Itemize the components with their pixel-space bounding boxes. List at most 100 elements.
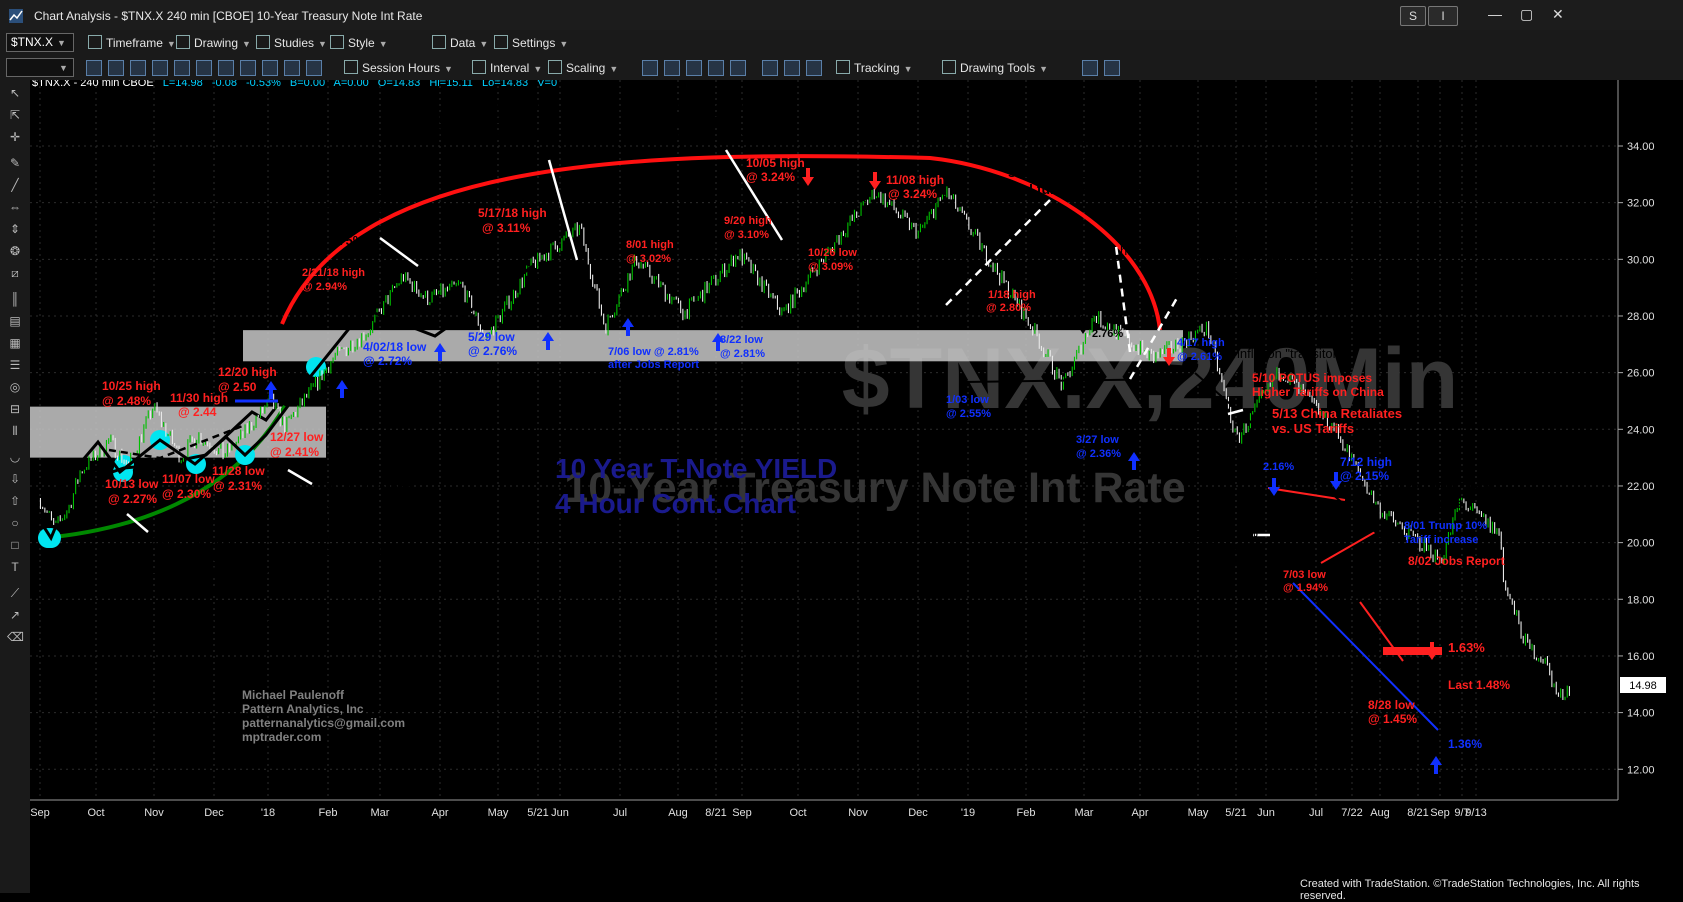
annotation-99: @ 1.45% <box>1368 712 1417 726</box>
price-chart[interactable]: $TNX.X,240Min 10-Year Treasury Note Int … <box>30 80 1683 878</box>
ellipse-icon[interactable]: ○ <box>11 516 19 530</box>
save-icon[interactable] <box>306 60 322 76</box>
detach-icon[interactable] <box>284 60 300 76</box>
text-tool-icon[interactable]: T <box>11 560 19 574</box>
new-window-icon[interactable] <box>1082 60 1098 76</box>
x-tick-label-24: Jun <box>1257 807 1275 819</box>
x-tick-label-26: 7/22 <box>1341 807 1362 819</box>
annotation-65: More Dovish than expected <box>1185 267 1367 283</box>
annotation-91: 6/19 low @ 2.02% <box>1167 528 1258 540</box>
annotation-6: 10/25 high <box>102 379 161 393</box>
arrow-tool-icon[interactable]: ↗ <box>9 608 21 622</box>
annotation-59: since Dec. 2015 <box>1008 164 1113 180</box>
annotation-20: 12/13/17 25 bps <box>318 480 413 495</box>
fit-icon[interactable] <box>806 60 822 76</box>
trendline-icon[interactable]: ╱ <box>11 178 19 192</box>
drawing-tools-menu[interactable]: Drawing Tools ▼ <box>942 60 1048 75</box>
candle-icon[interactable] <box>664 60 680 76</box>
annotation-71: @ 2.55% <box>946 408 991 420</box>
symbol-input[interactable]: $TNX.X ▼ <box>6 33 74 52</box>
arrow-up-icon[interactable]: ⇧ <box>9 494 21 508</box>
select-icon[interactable]: ⇱ <box>9 108 21 122</box>
line-tool-icon[interactable]: ⟋ <box>10 586 20 600</box>
pointer-1-30 <box>1114 245 1132 353</box>
session-hours-menu[interactable]: Session Hours ▼ <box>344 60 453 75</box>
drawing-menu[interactable]: Drawing ▼ <box>176 35 251 50</box>
close-icon[interactable]: ✕ <box>1552 6 1564 22</box>
pencil-icon[interactable]: ✎ <box>9 156 21 170</box>
status-line: $TNX.X - 240 min CBOE L=14.98 -0.08 -0.5… <box>32 80 557 89</box>
line-chart-icon[interactable] <box>686 60 702 76</box>
zoom-out-icon[interactable] <box>784 60 800 76</box>
y-tick-label-2: 30.00 <box>1627 254 1655 266</box>
crosshair-icon[interactable]: ✛ <box>9 130 21 144</box>
print-icon[interactable] <box>240 60 256 76</box>
dashed-trend-early <box>108 423 246 460</box>
vertical-bars-icon[interactable]: ║ <box>10 292 20 306</box>
expand-icon[interactable] <box>262 60 278 76</box>
cycle-icon[interactable]: ◎ <box>9 380 21 394</box>
settings-menu[interactable]: Settings ▼ <box>494 35 568 50</box>
window-s-button[interactable]: S <box>1400 6 1426 26</box>
grid-icon[interactable] <box>174 60 190 76</box>
annotation-21: Rate Hike #5 <box>318 496 395 511</box>
style-menu[interactable]: Style ▼ <box>330 35 388 50</box>
layout-icon[interactable] <box>152 60 168 76</box>
eraser-icon[interactable]: ⌫ <box>7 630 24 644</box>
down-arrow-red-3 <box>1426 642 1438 660</box>
arc-icon[interactable]: ◡ <box>9 450 21 464</box>
fibonacci-icon[interactable]: ❂ <box>9 244 21 258</box>
annotation-90: 8/02 Jobs Report <box>1408 554 1505 568</box>
x-tick-label-9: 5/21 <box>527 807 548 819</box>
black-trend-descending <box>1194 372 1424 575</box>
minimize-icon[interactable]: — <box>1488 6 1502 22</box>
compare-icon[interactable] <box>1104 60 1120 76</box>
scaling-menu[interactable]: Scaling ▼ <box>548 60 618 75</box>
tracking-menu[interactable]: Tracking ▼ <box>836 60 913 75</box>
chevron-down-icon: ▼ <box>903 64 913 74</box>
workspace-select[interactable]: ▼ <box>6 58 74 77</box>
window-icon[interactable] <box>196 60 212 76</box>
horizontal-line-icon[interactable]: ⇔ <box>9 200 21 214</box>
svg-text:$TNX.X - 240 min CBOE L: $TNX.X - 240 min CBOE L=14.98 -0.08 -0.5… <box>32 80 557 89</box>
annotation-32: @ 2.72% <box>363 354 412 368</box>
annotation-105: patternanalytics@gmail.com <box>242 716 405 730</box>
ruler-icon[interactable]: ⊟ <box>9 402 21 416</box>
toggle-icon[interactable] <box>130 60 146 76</box>
annotation-pointers <box>126 149 1270 537</box>
copy-icon[interactable] <box>218 60 234 76</box>
up-arrow-0 <box>434 343 446 361</box>
refresh-icon[interactable] <box>86 60 102 76</box>
vertical-line-icon[interactable]: ⇕ <box>9 222 21 236</box>
annotation-79: 5/10 POTUS imposes <box>1252 371 1372 385</box>
rows-icon[interactable]: ☰ <box>9 358 21 372</box>
annotation-55: 11/08 high <box>886 173 944 187</box>
annotation-25: 3/21/18 Fed Rate Hike <box>270 188 403 203</box>
chevron-down-icon: ▼ <box>533 64 543 74</box>
interval-menu[interactable]: Interval ▼ <box>472 60 542 75</box>
link-icon[interactable] <box>108 60 124 76</box>
bar-chart-icon[interactable] <box>642 60 658 76</box>
annotation-26: #6 since Dec. 2015. <box>270 203 389 218</box>
grid-lines-icon[interactable]: ▤ <box>9 314 21 328</box>
maximize-icon[interactable]: ▢ <box>1520 6 1534 22</box>
timeframe-menu[interactable]: Timeframe ▼ <box>88 35 176 50</box>
data-menu[interactable]: Data ▼ <box>432 35 488 50</box>
annotation-98: 8/28 low <box>1368 698 1415 712</box>
arrow-down-icon[interactable]: ⇩ <box>9 472 21 486</box>
down-arrow-2 <box>1077 316 1089 334</box>
channel-icon[interactable]: ⧄ <box>11 266 19 280</box>
pointer-icon[interactable]: ↖ <box>9 86 21 100</box>
annotation-62: No Rate Hike, Pause, <box>1120 227 1245 242</box>
studies-menu[interactable]: Studies ▼ <box>256 35 327 50</box>
down-arrow-red-0 <box>802 168 814 186</box>
table-icon[interactable]: ▦ <box>9 336 21 350</box>
window-i-button[interactable]: I <box>1428 6 1458 26</box>
annotation-27: Fed funds now <box>270 218 363 233</box>
left-drawing-toolbar: ↖ ⇱ ✛ ✎ ╱ ⇔ ⇕ ❂ ⧄ ║ ▤ ▦ ☰ ◎ ⊟ ⫴ ◡ ⇩ ⇧ ○ … <box>0 80 30 893</box>
zoom-in-icon[interactable] <box>762 60 778 76</box>
rectangle-icon[interactable]: □ <box>11 538 19 552</box>
dot-chart-icon[interactable] <box>730 60 746 76</box>
bars-icon[interactable]: ⫴ <box>12 424 18 438</box>
ohlc-icon[interactable] <box>708 60 724 76</box>
